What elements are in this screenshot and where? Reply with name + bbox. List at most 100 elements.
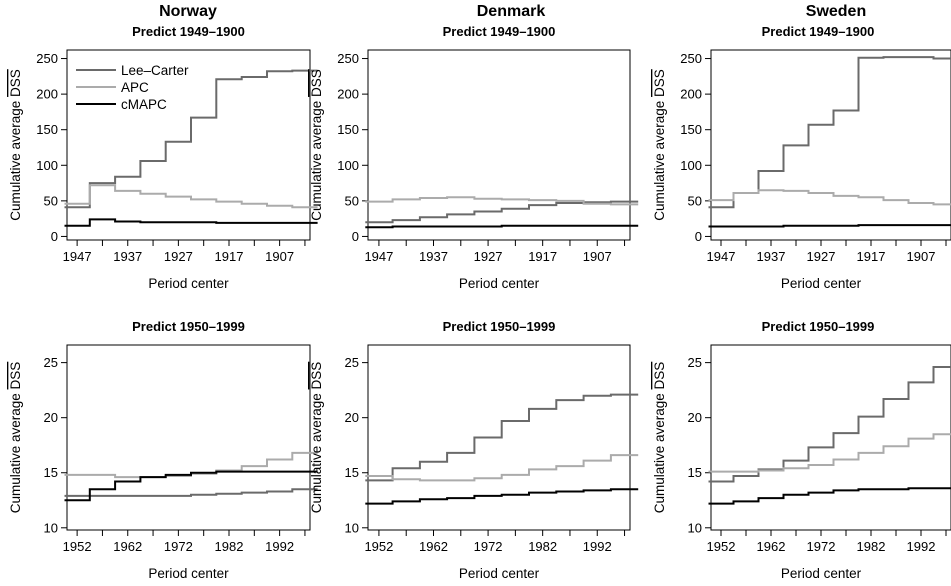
y-tick-label: 100: [680, 158, 702, 173]
x-tick-label: 1947: [707, 249, 736, 264]
series-line-lee-carter: [64, 488, 318, 497]
y-axis-label: Cumulative average DSS: [652, 362, 667, 514]
panel-denmark-bottom: Predict 1950–1999 10 15 20 25 1952 1962 1972 198…: [309, 319, 639, 581]
panel-title: Predict 1950–1999: [762, 319, 875, 334]
panel-sweden-bottom: Predict 1950–1999 10 15 20 25 1952 1962 1972 198…: [652, 319, 951, 581]
x-tick-label: 1907: [583, 249, 612, 264]
y-axis-label: Cumulative average DSS: [309, 362, 324, 514]
y-tick-label: 0: [695, 229, 702, 244]
y-tick-label: 10: [688, 520, 702, 535]
series-line-cmapc: [708, 487, 951, 505]
y-tick-label: 10: [44, 520, 58, 535]
plot-frame: [66, 49, 311, 241]
plot-frame: [367, 49, 631, 241]
panel-title: Predict 1949–1900: [132, 24, 245, 39]
country-title-norway: Norway: [159, 3, 217, 20]
y-tick-label: 200: [680, 87, 702, 102]
y-axis-label-overline: DSS: [309, 362, 324, 390]
panel-title: Predict 1950–1999: [132, 319, 245, 334]
x-tick-label: 1992: [907, 539, 936, 554]
legend: Lee–Carter APC cMAPC: [76, 63, 189, 112]
y-tick-label: 50: [688, 193, 702, 208]
y-tick-label: 20: [44, 410, 58, 425]
x-tick-label: 1972: [474, 539, 503, 554]
plot-frame: [367, 344, 631, 531]
y-tick-label: 50: [345, 193, 359, 208]
x-tick-label: 1917: [857, 249, 886, 264]
series-line-apc: [64, 451, 318, 479]
panel-denmark-top: Predict 1949–1900 0 50 100 150 200 250 1947 1937…: [309, 24, 639, 291]
series-line-apc: [708, 189, 951, 206]
panel-norway-top: Predict 1949–1900 0 50 100 150 200 250 1947 1937…: [8, 24, 318, 291]
panel-norway-bottom: Predict 1950–1999 10 15 20 25 1952 1962 1972 198…: [8, 319, 318, 581]
y-tick-label: 250: [337, 51, 359, 66]
x-tick-label: 1952: [707, 539, 736, 554]
y-tick-label: 0: [352, 229, 359, 244]
series-line-cmapc: [365, 224, 639, 229]
x-tick-label: 1982: [857, 539, 886, 554]
x-tick-label: 1927: [807, 249, 836, 264]
x-tick-label: 1927: [474, 249, 503, 264]
y-tick-label: 150: [337, 122, 359, 137]
x-axis-label: Period center: [781, 276, 862, 291]
y-axis-label-overline: DSS: [8, 362, 23, 390]
y-tick-label: 150: [36, 122, 58, 137]
x-tick-label: 1907: [265, 249, 294, 264]
x-axis-label: Period center: [148, 276, 229, 291]
y-axis-label: Cumulative average DSS: [652, 69, 667, 221]
plot-frame: [710, 344, 951, 531]
x-tick-label: 1972: [164, 539, 193, 554]
y-tick-label: 25: [688, 355, 702, 370]
x-tick-label: 1947: [63, 249, 92, 264]
y-axis-label-overline: DSS: [652, 362, 667, 390]
y-axis-label: Cumulative average DSS: [309, 69, 324, 221]
x-tick-label: 1992: [583, 539, 612, 554]
y-tick-label: 15: [345, 465, 359, 480]
y-tick-label: 25: [44, 355, 58, 370]
x-tick-label: 1937: [419, 249, 448, 264]
x-tick-label: 1927: [164, 249, 193, 264]
y-tick-label: 250: [680, 51, 702, 66]
country-title-denmark: Denmark: [477, 3, 546, 20]
y-tick-label: 20: [345, 410, 359, 425]
y-tick-label: 20: [688, 410, 702, 425]
legend-label-lee-carter: Lee–Carter: [121, 63, 189, 78]
y-tick-label: 100: [337, 158, 359, 173]
y-tick-label: 10: [345, 520, 359, 535]
legend-label-apc: APC: [121, 80, 149, 95]
panel-title: Predict 1950–1999: [443, 319, 556, 334]
series-line-cmapc: [365, 488, 639, 505]
series-line-lee-carter: [708, 56, 951, 209]
country-titles: Norway Denmark Sweden: [159, 3, 866, 20]
series-line-cmapc: [64, 470, 318, 502]
panel-title: Predict 1949–1900: [443, 24, 556, 39]
y-tick-label: 50: [44, 193, 58, 208]
x-tick-label: 1962: [113, 539, 142, 554]
series-line-apc: [365, 196, 639, 206]
y-axis-label-overline: DSS: [8, 69, 23, 97]
x-tick-label: 1962: [757, 539, 786, 554]
series-line-apc: [708, 433, 951, 473]
y-axis-label-overline: DSS: [309, 69, 324, 97]
plot-frame: [710, 49, 951, 241]
country-title-sweden: Sweden: [806, 3, 866, 20]
series-line-lee-carter: [708, 366, 951, 483]
series-line-lee-carter: [64, 69, 318, 209]
panel-title: Predict 1949–1900: [762, 24, 875, 39]
plot-frame: [66, 344, 311, 531]
x-tick-label: 1917: [215, 249, 244, 264]
x-tick-label: 1982: [215, 539, 244, 554]
y-tick-label: 100: [36, 158, 58, 173]
x-tick-label: 1947: [364, 249, 393, 264]
y-tick-label: 0: [51, 229, 58, 244]
series-line-lee-carter: [365, 393, 639, 482]
y-axis-label-overline: DSS: [652, 69, 667, 97]
x-axis-label: Period center: [459, 566, 540, 581]
series-line-cmapc: [64, 218, 318, 227]
y-tick-label: 200: [36, 87, 58, 102]
series-line-apc: [365, 454, 639, 482]
x-tick-label: 1962: [419, 539, 448, 554]
x-tick-label: 1972: [807, 539, 836, 554]
